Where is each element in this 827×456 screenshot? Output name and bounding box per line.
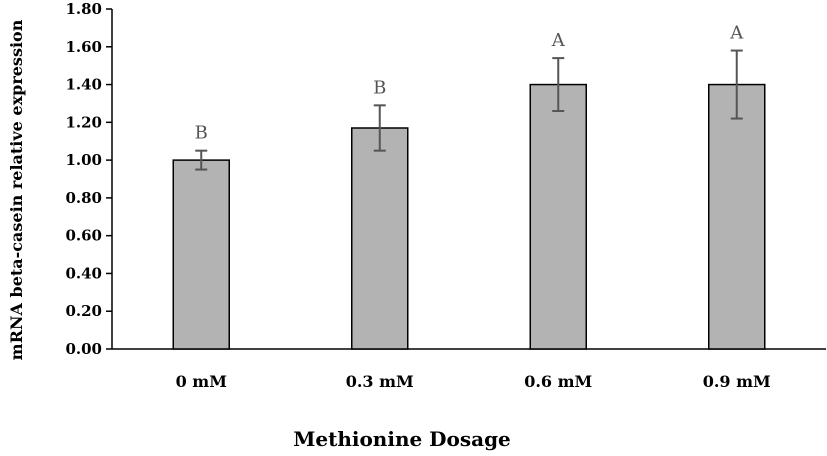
bar (172, 159, 230, 350)
significance-label: A (551, 30, 566, 51)
y-tick-label: 0.80 (65, 189, 102, 207)
x-axis-label: Methionine Dosage (293, 427, 511, 451)
bar (351, 127, 409, 350)
y-tick-label: 0.60 (65, 227, 102, 245)
y-tick-label: 0.20 (65, 302, 102, 320)
significance-label: B (195, 123, 208, 144)
y-tick-label: 1.20 (65, 113, 102, 131)
x-tick-label: 0.3 mM (346, 372, 414, 391)
bar (529, 83, 587, 350)
y-tick-label: 1.80 (65, 0, 102, 18)
significance-label: A (729, 23, 744, 44)
y-axis-label: mRNA beta-casein relative expression (7, 19, 26, 360)
y-tick-label: 1.40 (65, 76, 102, 94)
y-tick-label: 1.00 (65, 151, 102, 169)
y-tick-label: 0.40 (65, 264, 102, 282)
y-tick-label: 1.60 (65, 38, 102, 56)
y-tick-label: 0.00 (65, 340, 102, 358)
significance-label: B (373, 77, 386, 98)
x-tick-label: 0.6 mM (524, 372, 592, 391)
x-tick-label: 0.9 mM (703, 372, 771, 391)
bar (708, 83, 766, 350)
x-tick-label: 0 mM (176, 372, 227, 391)
plot-area: 0.00 0.20 0.40 0.60 0.80 1.00 1.20 1.40 1.60 1.80… (65, 0, 826, 391)
